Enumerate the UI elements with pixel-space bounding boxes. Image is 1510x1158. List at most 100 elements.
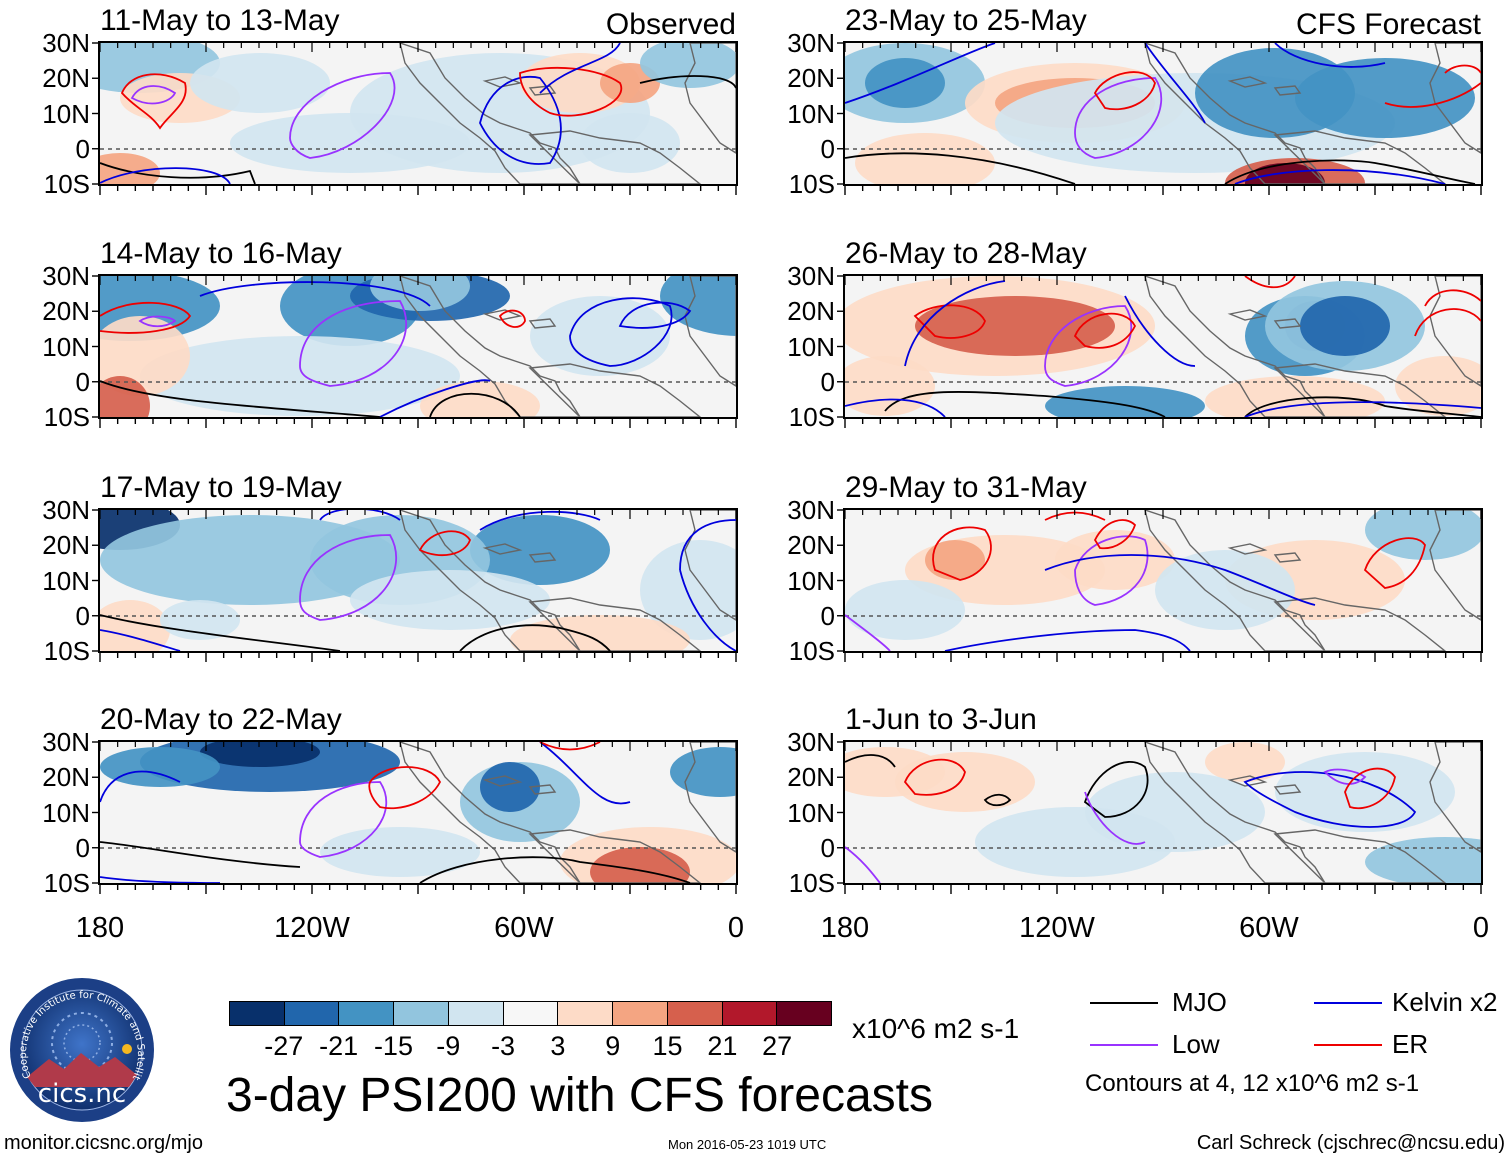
wave-contour — [130, 85, 177, 105]
anomaly-blob — [1395, 356, 1481, 416]
colorbar-swatch — [613, 1002, 668, 1025]
wave-contour — [845, 398, 946, 417]
colorbar — [229, 1001, 832, 1026]
psi-anomaly-shading — [845, 510, 1481, 640]
coastline — [482, 775, 523, 787]
psi-anomaly-shading — [100, 510, 736, 651]
y-axis-label: 10N — [787, 99, 835, 129]
wave-contour — [884, 391, 1166, 417]
wave-contour — [1344, 767, 1396, 810]
map-panel-8 — [843, 740, 1483, 885]
cicsnc-logo: Cooperative Institute for Climate and Sa… — [9, 977, 154, 1122]
anomaly-blob — [420, 381, 540, 417]
coastline — [528, 363, 702, 417]
anomaly-blob — [480, 762, 540, 812]
panel-label: Observed — [605, 8, 736, 41]
wave-contour — [100, 162, 256, 184]
y-axis-label: 30N — [42, 727, 90, 757]
wave-contour — [539, 43, 621, 94]
colorbar-swatch — [284, 1002, 340, 1025]
y-axis-label: 20N — [42, 530, 90, 560]
axis-ticks — [837, 42, 1482, 195]
axis-ticks — [92, 42, 737, 195]
axis-ticks — [92, 741, 737, 894]
wave-contour — [289, 72, 396, 159]
colorbar-swatch — [448, 1002, 504, 1025]
y-axis-label: 10N — [42, 332, 90, 362]
wave-contour — [845, 754, 896, 768]
coastline — [1273, 597, 1447, 651]
axis-ticks — [837, 509, 1482, 662]
y-axis-label: 20N — [787, 296, 835, 326]
wave-contour — [100, 301, 192, 334]
y-axis-label: 0 — [75, 367, 90, 397]
coastline — [1144, 742, 1326, 883]
panel-title: 23-May to 25-May — [845, 4, 1087, 37]
legend-label-low: Low — [1172, 1029, 1220, 1059]
anomaly-blob — [350, 570, 550, 630]
y-axis-label: 10S — [788, 402, 835, 432]
anomaly-blob — [975, 807, 1175, 877]
coastline — [482, 309, 523, 321]
coastline — [684, 742, 736, 853]
wave-contour — [845, 152, 1076, 184]
anomaly-blob — [1365, 510, 1481, 560]
wave-contour — [1424, 289, 1481, 307]
x-axis-label: 60W — [1239, 912, 1299, 944]
wave-contour — [519, 66, 623, 117]
coastline — [528, 552, 557, 563]
anomaly-blob — [230, 113, 470, 173]
wave-contour — [1044, 554, 1316, 606]
wave-contour — [1244, 276, 1296, 289]
panel-title: 26-May to 28-May — [845, 237, 1087, 270]
colorbar-level: -21 — [319, 1031, 359, 1061]
y-axis-label: 30N — [42, 28, 90, 58]
colorbar-level: -9 — [436, 1031, 461, 1061]
map-field-7 — [845, 510, 1481, 651]
anomaly-blob — [580, 113, 680, 173]
colorbar-swatch — [558, 1002, 614, 1025]
colorbar-level: -15 — [373, 1031, 413, 1061]
coastline — [684, 276, 736, 387]
wave-contour — [679, 519, 736, 571]
coastline — [528, 784, 557, 795]
anomaly-blob — [530, 296, 670, 376]
y-axis-label: 10S — [788, 636, 835, 666]
coastline — [482, 76, 523, 88]
anomaly-blob — [1365, 837, 1481, 883]
y-axis-label: 10N — [787, 332, 835, 362]
wave-contour — [479, 76, 562, 165]
map-panel-1 — [98, 41, 738, 186]
coastline — [684, 43, 736, 154]
wave-contour — [944, 629, 1191, 651]
map-field-3 — [100, 510, 736, 651]
logo-text: cics.nc — [38, 1079, 126, 1109]
y-axis-label: 20N — [42, 63, 90, 93]
coastline — [1227, 775, 1268, 787]
y-axis-label: 20N — [42, 762, 90, 792]
coastline — [1227, 543, 1268, 555]
coastline — [1273, 85, 1302, 96]
wave-contour — [419, 856, 691, 883]
legend-line-kelvin — [1314, 1002, 1382, 1004]
coastline — [1144, 43, 1326, 184]
y-axis-label: 10S — [43, 868, 90, 898]
map-panel-7 — [843, 508, 1483, 653]
anomaly-blob — [100, 316, 190, 396]
anomaly-blob — [895, 752, 1035, 812]
map-field-8 — [845, 742, 1481, 883]
coastline — [399, 742, 581, 883]
wave-contour — [983, 793, 1012, 807]
wave-contour — [539, 742, 631, 805]
y-axis-label: 10N — [787, 566, 835, 596]
wave-contour — [100, 629, 181, 651]
footer-url[interactable]: monitor.cicsnc.org/mjo — [4, 1132, 203, 1154]
map-panel-6 — [843, 274, 1483, 419]
wave-contour — [459, 624, 611, 651]
coastline — [1144, 276, 1326, 417]
wave-contour — [1243, 771, 1417, 828]
map-field-6 — [845, 276, 1481, 417]
panel-title: 17-May to 19-May — [100, 471, 342, 504]
legend-label-er: ER — [1392, 1029, 1429, 1059]
wave-contour — [299, 534, 398, 621]
